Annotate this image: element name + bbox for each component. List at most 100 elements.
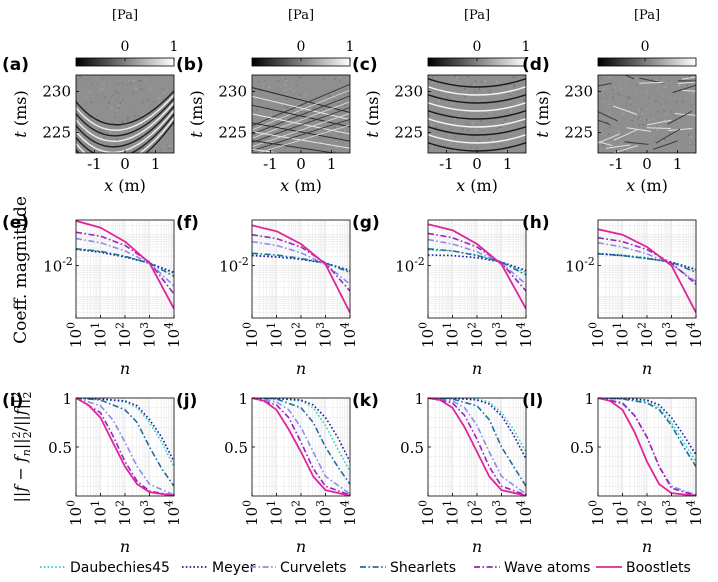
texture-speck bbox=[102, 88, 104, 90]
legend-entry-waveatoms: Wave atoms bbox=[474, 560, 590, 576]
texture-speck bbox=[466, 112, 468, 115]
x-axis-label: n bbox=[120, 359, 130, 378]
texture-speck bbox=[655, 100, 657, 103]
x-axis-label: n bbox=[472, 359, 482, 378]
texture-speck bbox=[87, 123, 89, 126]
texture-speck bbox=[290, 75, 292, 78]
texture-speck bbox=[483, 141, 485, 143]
x-tick-label: 103 bbox=[138, 322, 159, 348]
texture-speck bbox=[269, 119, 271, 122]
texture-speck bbox=[689, 142, 692, 144]
texture-speck bbox=[101, 146, 103, 148]
x-axis-unit: (m) bbox=[113, 176, 146, 195]
x-tick-label: 103 bbox=[490, 322, 511, 348]
texture-speck bbox=[115, 78, 118, 81]
texture-speck bbox=[289, 87, 292, 90]
texture-speck bbox=[106, 132, 109, 134]
texture-speck bbox=[609, 105, 611, 108]
texture-speck bbox=[480, 115, 483, 117]
texture-speck bbox=[121, 82, 123, 85]
texture-speck bbox=[485, 125, 488, 127]
texture-speck bbox=[605, 97, 608, 100]
texture-speck bbox=[673, 98, 676, 101]
texture-speck bbox=[85, 94, 87, 96]
texture-speck bbox=[629, 97, 631, 100]
texture-speck bbox=[116, 138, 118, 141]
texture-speck bbox=[102, 136, 104, 139]
texture-speck bbox=[304, 93, 307, 95]
texture-speck bbox=[511, 104, 514, 106]
texture-speck bbox=[505, 116, 508, 118]
texture-speck bbox=[317, 114, 319, 116]
tick-exponent: -2 bbox=[238, 255, 249, 268]
tick-exponent: 3 bbox=[138, 322, 151, 329]
texture-speck bbox=[651, 98, 654, 100]
panel-label: (i) bbox=[2, 391, 23, 411]
panel-label: (j) bbox=[176, 391, 197, 411]
wavefront bbox=[252, 122, 350, 142]
texture-speck bbox=[291, 75, 294, 78]
texture-speck bbox=[493, 112, 496, 114]
texture-speck bbox=[659, 125, 662, 127]
series-line-boostlets bbox=[252, 398, 350, 496]
series-line-meyer bbox=[252, 254, 350, 272]
tick-exponent: 0 bbox=[64, 500, 77, 507]
texture-speck bbox=[496, 127, 499, 130]
tick-exponent: 4 bbox=[338, 500, 351, 507]
texture-speck bbox=[253, 135, 255, 137]
texture-speck bbox=[319, 137, 321, 139]
texture-speck bbox=[323, 78, 326, 80]
texture-speck bbox=[635, 99, 637, 101]
texture-speck bbox=[664, 100, 666, 102]
texture-speck bbox=[79, 75, 82, 78]
texture-speck bbox=[482, 108, 484, 110]
texture-speck bbox=[681, 112, 684, 115]
texture-speck bbox=[258, 142, 261, 144]
texture-speck bbox=[690, 109, 692, 112]
texture-speck bbox=[621, 129, 623, 131]
wavefront bbox=[76, 101, 174, 142]
texture-speck bbox=[262, 122, 265, 125]
texture-speck bbox=[430, 80, 432, 83]
texture-speck bbox=[127, 123, 129, 126]
tick-exponent: 1 bbox=[89, 500, 102, 507]
error-row: 10010110210310410.5n(i)10010110210310410… bbox=[2, 390, 705, 556]
texture-speck bbox=[492, 148, 494, 150]
wavefront bbox=[646, 127, 671, 130]
texture-speck bbox=[448, 134, 451, 136]
texture-speck bbox=[300, 81, 302, 83]
texture-speck bbox=[659, 144, 662, 147]
tick-exponent: 2 bbox=[635, 322, 648, 329]
texture-speck bbox=[87, 78, 90, 81]
y-axis-unit: (ms) bbox=[11, 90, 30, 131]
wavefront bbox=[76, 89, 174, 126]
y-label-part: 2 bbox=[21, 392, 34, 399]
texture-speck bbox=[166, 89, 168, 91]
texture-speck bbox=[456, 131, 459, 133]
texture-speck bbox=[117, 107, 120, 109]
tick-base: 10 bbox=[419, 507, 437, 526]
series-line-meyer bbox=[428, 398, 526, 460]
legend-label: Shearlets bbox=[390, 560, 456, 576]
y-tick-label: 1 bbox=[238, 390, 248, 408]
texture-speck bbox=[641, 107, 643, 110]
texture-speck bbox=[76, 130, 78, 133]
texture-speck bbox=[620, 88, 623, 90]
texture-speck bbox=[309, 137, 312, 140]
series-line-curvelets bbox=[428, 398, 526, 495]
texture-speck bbox=[114, 116, 116, 118]
texture-speck bbox=[283, 89, 286, 92]
texture-speck bbox=[266, 143, 268, 146]
tick-exponent: 2 bbox=[465, 322, 478, 329]
texture-speck bbox=[447, 96, 449, 99]
texture-speck bbox=[333, 98, 336, 101]
wavefront bbox=[667, 110, 692, 125]
wavefront bbox=[606, 144, 631, 149]
texture-speck bbox=[454, 135, 456, 138]
texture-speck bbox=[512, 120, 515, 123]
texture-speck bbox=[642, 123, 645, 126]
texture-speck bbox=[608, 133, 610, 135]
tick-exponent: 1 bbox=[611, 500, 624, 507]
texture-speck bbox=[104, 95, 106, 98]
texture-speck bbox=[656, 137, 658, 140]
